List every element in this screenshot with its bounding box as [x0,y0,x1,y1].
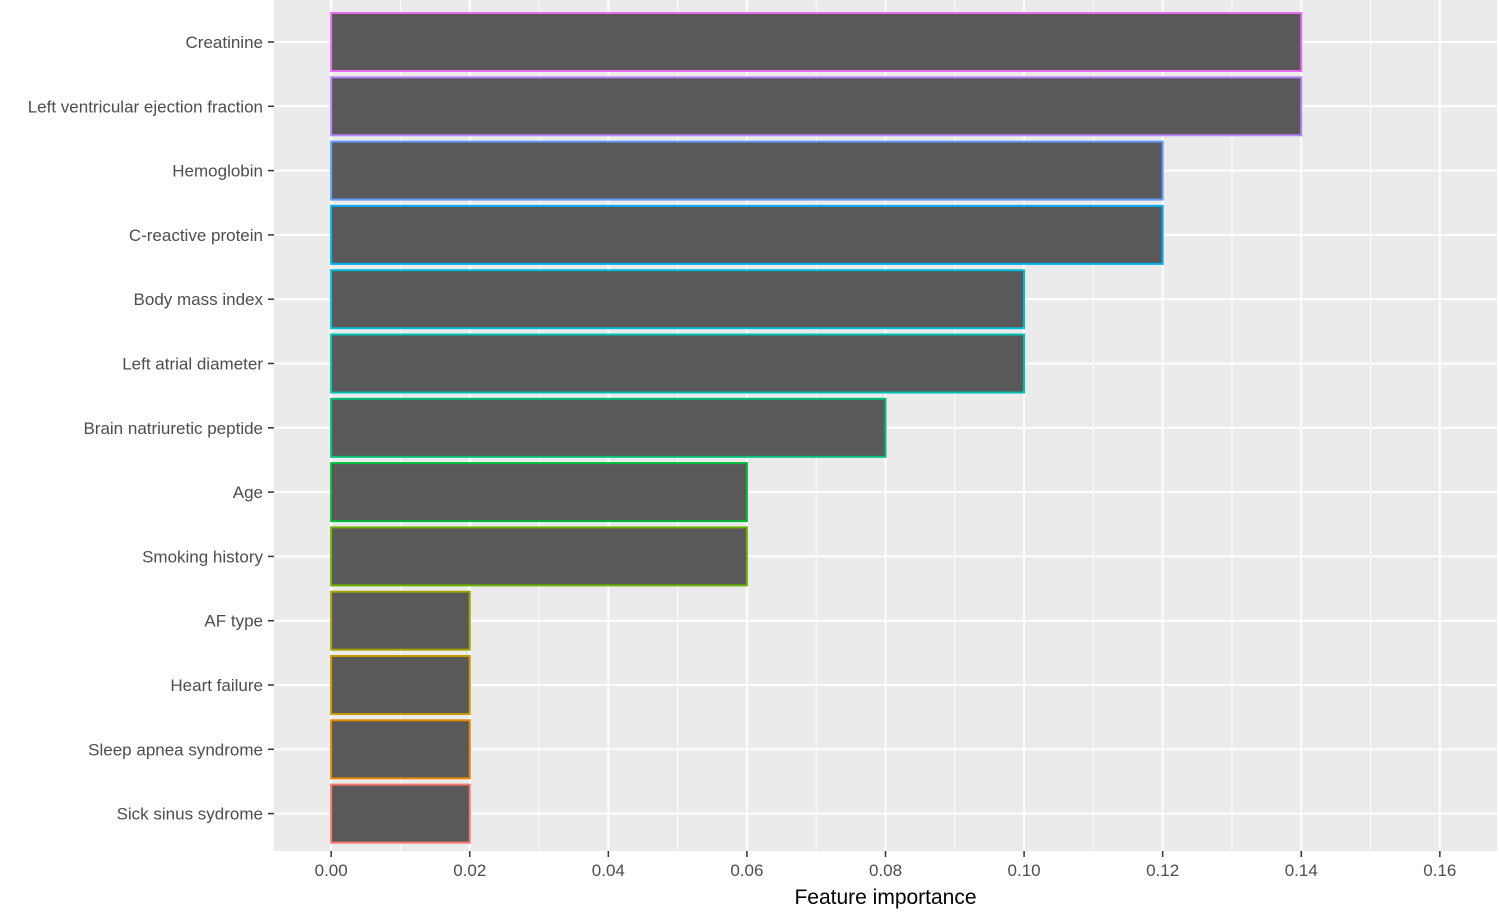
x-tick-label: 0.02 [453,861,486,880]
y-tick-label: Heart failure [170,676,263,695]
bar-hemoglobin [330,140,1164,201]
bar-body-mass-index [330,269,1026,330]
x-tick-label: 0.08 [869,861,902,880]
x-tick-label: 0.04 [592,861,625,880]
y-tick-label: Smoking history [142,547,263,566]
x-axis: 0.00 0.02 0.04 0.06 0.08 0.10 0.12 0.14 0.16 [315,851,1456,880]
bar-left-ventricular-ejection-fraction [330,76,1303,137]
x-tick-label: 0.06 [730,861,763,880]
bar-af-type [330,590,471,651]
bar-c-reactive-protein [330,204,1164,265]
y-tick-label: Sleep apnea syndrome [88,740,263,759]
y-tick-label: Body mass index [134,290,264,309]
y-tick-label: C-reactive protein [129,226,263,245]
x-tick-label: 0.14 [1285,861,1318,880]
y-tick-label: Brain natriuretic peptide [83,419,263,438]
y-tick-label: Age [233,483,263,502]
bar-sick-sinus-sydrome [330,783,471,844]
x-tick-label: 0.00 [315,861,348,880]
bars [330,12,1303,844]
y-tick-label: Left atrial diameter [122,355,263,374]
y-tick-label: Creatinine [186,33,264,52]
y-tick-label: Sick sinus sydrome [117,805,263,824]
bar-creatinine [330,12,1303,72]
bar-sleep-apnea-syndrome [330,719,471,780]
bar-smoking-history [330,526,748,587]
y-tick-label: Hemoglobin [172,162,263,181]
x-axis-title: Feature importance [794,886,976,909]
x-tick-label: 0.10 [1008,861,1041,880]
x-tick-label: 0.12 [1146,861,1179,880]
bar-heart-failure [330,655,471,715]
x-tick-label: 0.16 [1423,861,1456,880]
y-tick-label: Left ventricular ejection fraction [28,97,263,116]
bar-age [330,462,748,523]
y-axis: Creatinine Left ventricular ejection frac… [28,33,274,824]
bar-left-atrial-diameter [330,333,1026,394]
bar-brain-natriuretic-peptide [330,397,887,458]
y-tick-label: AF type [204,612,263,631]
